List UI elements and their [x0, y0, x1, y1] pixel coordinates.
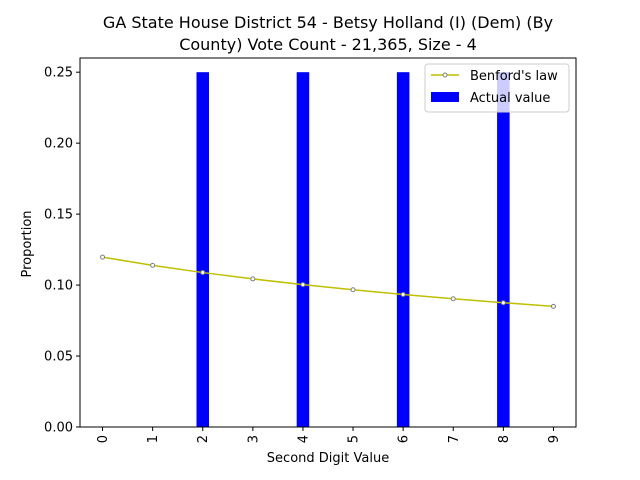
x-tick-label: 8 [497, 435, 512, 443]
x-tick-label: 9 [547, 435, 562, 443]
benford-point-9 [550, 303, 556, 309]
x-axis-label: Second Digit Value [267, 451, 389, 466]
y-tick-label: 0.15 [44, 208, 73, 223]
benford-point-6 [400, 291, 406, 297]
legend: Benford's law Actual value [424, 63, 570, 113]
benford-point-0 [100, 254, 106, 260]
y-tick-label: 0.05 [44, 350, 73, 365]
legend-benford-marker-swatch [442, 72, 448, 78]
plot-area: 0.00 0.05 0.10 0.15 0.20 0.25 0 1 2 3 4 5 6 7 8 9 [44, 57, 577, 443]
legend-actual-label: Actual value [470, 91, 550, 106]
y-tick-label: 0.10 [44, 279, 73, 294]
benford-point-7 [450, 296, 456, 302]
x-tick-label: 5 [347, 435, 362, 443]
bar-digit-8 [497, 72, 510, 427]
x-tick-label: 0 [96, 435, 111, 443]
y-axis-label: Proportion [20, 210, 35, 277]
x-tick-label: 3 [246, 435, 261, 443]
x-tick-label: 4 [296, 435, 311, 443]
legend-benford-label: Benford's law [470, 69, 558, 84]
bar-digit-4 [296, 72, 310, 427]
bar-digit-6 [396, 72, 410, 427]
x-tick-label: 6 [397, 435, 412, 443]
legend-box [424, 63, 570, 113]
chart-title-line-1: GA State House District 54 - Betsy Holla… [103, 13, 553, 32]
benford-point-1 [150, 262, 156, 268]
benford-line [102, 256, 554, 308]
bar-digit-2 [196, 72, 210, 427]
x-tick-label: 1 [146, 435, 161, 443]
benford-point-5 [350, 287, 356, 293]
legend-actual-bar-swatch [431, 92, 459, 102]
benford-point-2 [200, 270, 206, 276]
x-tick-label: 7 [447, 435, 462, 443]
y-tick-label: 0.00 [44, 421, 73, 436]
y-tick-label: 0.20 [44, 137, 73, 152]
y-tick-label: 0.25 [44, 66, 73, 81]
axes-frame [79, 57, 577, 428]
benford-point-8 [500, 300, 506, 306]
benford-point-4 [300, 282, 306, 288]
benford-point-3 [250, 276, 256, 282]
x-tick-label: 2 [196, 435, 211, 443]
chart-title-line-2: County) Vote Count - 21,365, Size - 4 [179, 35, 477, 54]
